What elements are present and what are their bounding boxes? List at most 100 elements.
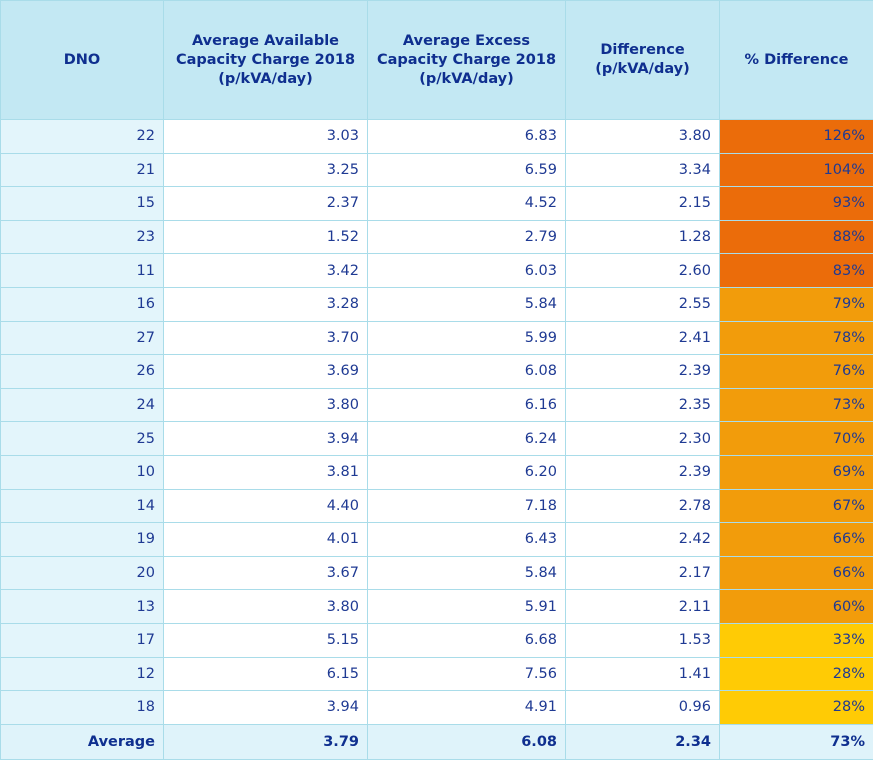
cell-pct-difference: 66% (719, 522, 873, 557)
cell-pct-difference: 88% (719, 219, 873, 255)
cell-pct-difference: 70% (719, 421, 873, 456)
cell-dno: 18 (0, 690, 164, 725)
cell-available-charge: 3.03 (163, 119, 368, 154)
table-row: 23 1.52 2.79 1.28 88% (0, 219, 873, 255)
cell-available-charge: 6.15 (163, 656, 368, 692)
table-row: 12 6.15 7.56 1.41 28% (0, 656, 873, 692)
cell-available-charge: 1.52 (163, 219, 368, 255)
table-row: 17 5.15 6.68 1.53 33% (0, 622, 873, 658)
cell-dno: 15 (0, 186, 164, 221)
average-difference: 2.34 (565, 723, 720, 760)
cell-available-charge: 3.42 (163, 253, 368, 288)
cell-available-charge: 4.40 (163, 488, 368, 524)
cell-dno: 20 (0, 555, 164, 591)
cell-excess-charge: 5.91 (367, 589, 566, 624)
cell-difference: 1.53 (565, 622, 720, 658)
table-row: 16 3.28 5.84 2.55 79% (0, 286, 873, 322)
cell-difference: 2.55 (565, 286, 720, 322)
header-dno: DNO (0, 0, 164, 120)
cell-excess-charge: 5.84 (367, 555, 566, 591)
cell-available-charge: 3.94 (163, 421, 368, 456)
cell-difference: 2.30 (565, 421, 720, 456)
table-header: DNO Average Available Capacity Charge 20… (0, 0, 873, 120)
header-pct-difference: % Difference (719, 0, 873, 120)
cell-dno: 16 (0, 286, 164, 322)
table-row: 18 3.94 4.91 0.96 28% (0, 690, 873, 725)
cell-excess-charge: 4.52 (367, 186, 566, 221)
cell-dno: 13 (0, 589, 164, 624)
cell-excess-charge: 5.99 (367, 320, 566, 356)
cell-difference: 2.39 (565, 354, 720, 389)
cell-difference: 2.39 (565, 454, 720, 490)
cell-excess-charge: 6.20 (367, 454, 566, 490)
cell-pct-difference: 28% (719, 656, 873, 692)
cell-excess-charge: 6.68 (367, 622, 566, 658)
cell-available-charge: 3.81 (163, 454, 368, 490)
cell-pct-difference: 78% (719, 320, 873, 356)
cell-available-charge: 5.15 (163, 622, 368, 658)
cell-available-charge: 3.67 (163, 555, 368, 591)
cell-dno: 19 (0, 522, 164, 557)
cell-pct-difference: 33% (719, 622, 873, 658)
cell-difference: 2.17 (565, 555, 720, 591)
table-row: 19 4.01 6.43 2.42 66% (0, 522, 873, 557)
cell-excess-charge: 6.03 (367, 253, 566, 288)
cell-available-charge: 3.80 (163, 387, 368, 423)
cell-dno: 26 (0, 354, 164, 389)
cell-difference: 2.35 (565, 387, 720, 423)
cell-pct-difference: 73% (719, 387, 873, 423)
cell-difference: 2.15 (565, 186, 720, 221)
cell-excess-charge: 4.91 (367, 690, 566, 725)
cell-difference: 1.41 (565, 656, 720, 692)
cell-difference: 1.28 (565, 219, 720, 255)
cell-pct-difference: 79% (719, 286, 873, 322)
cell-pct-difference: 76% (719, 354, 873, 389)
cell-difference: 2.78 (565, 488, 720, 524)
table-row: 10 3.81 6.20 2.39 69% (0, 454, 873, 490)
cell-dno: 27 (0, 320, 164, 356)
cell-excess-charge: 7.56 (367, 656, 566, 692)
cell-available-charge: 3.80 (163, 589, 368, 624)
cell-excess-charge: 6.59 (367, 152, 566, 188)
cell-excess-charge: 6.83 (367, 119, 566, 154)
table-body: 22 3.03 6.83 3.80 126% 21 3.25 6.59 3.34 104% 15 2.… (0, 119, 873, 725)
cell-dno: 22 (0, 119, 164, 154)
average-row: Average 3.79 6.08 2.34 73% (0, 723, 873, 760)
cell-dno: 24 (0, 387, 164, 423)
table-row: 11 3.42 6.03 2.60 83% (0, 253, 873, 288)
cell-dno: 12 (0, 656, 164, 692)
average-pct-difference: 73% (719, 723, 873, 760)
average-available: 3.79 (163, 723, 368, 760)
table-row: 21 3.25 6.59 3.34 104% (0, 152, 873, 188)
cell-pct-difference: 67% (719, 488, 873, 524)
cell-dno: 23 (0, 219, 164, 255)
average-excess: 6.08 (367, 723, 566, 760)
cell-available-charge: 3.28 (163, 286, 368, 322)
cell-difference: 2.11 (565, 589, 720, 624)
cell-excess-charge: 6.16 (367, 387, 566, 423)
cell-excess-charge: 7.18 (367, 488, 566, 524)
table-row: 24 3.80 6.16 2.35 73% (0, 387, 873, 423)
cell-pct-difference: 93% (719, 186, 873, 221)
table-row: 25 3.94 6.24 2.30 70% (0, 421, 873, 456)
cell-dno: 21 (0, 152, 164, 188)
cell-dno: 11 (0, 253, 164, 288)
table-row: 22 3.03 6.83 3.80 126% (0, 119, 873, 154)
table-footer: Average 3.79 6.08 2.34 73% (0, 723, 873, 760)
average-label: Average (0, 723, 164, 760)
header-row: DNO Average Available Capacity Charge 20… (0, 0, 873, 120)
cell-available-charge: 4.01 (163, 522, 368, 557)
table-row: 27 3.70 5.99 2.41 78% (0, 320, 873, 356)
table-row: 15 2.37 4.52 2.15 93% (0, 186, 873, 221)
cell-dno: 25 (0, 421, 164, 456)
cell-difference: 2.60 (565, 253, 720, 288)
cell-pct-difference: 104% (719, 152, 873, 188)
cell-difference: 2.42 (565, 522, 720, 557)
table-row: 13 3.80 5.91 2.11 60% (0, 589, 873, 624)
cell-available-charge: 3.70 (163, 320, 368, 356)
cell-pct-difference: 66% (719, 555, 873, 591)
cell-difference: 3.34 (565, 152, 720, 188)
cell-available-charge: 3.25 (163, 152, 368, 188)
cell-pct-difference: 83% (719, 253, 873, 288)
